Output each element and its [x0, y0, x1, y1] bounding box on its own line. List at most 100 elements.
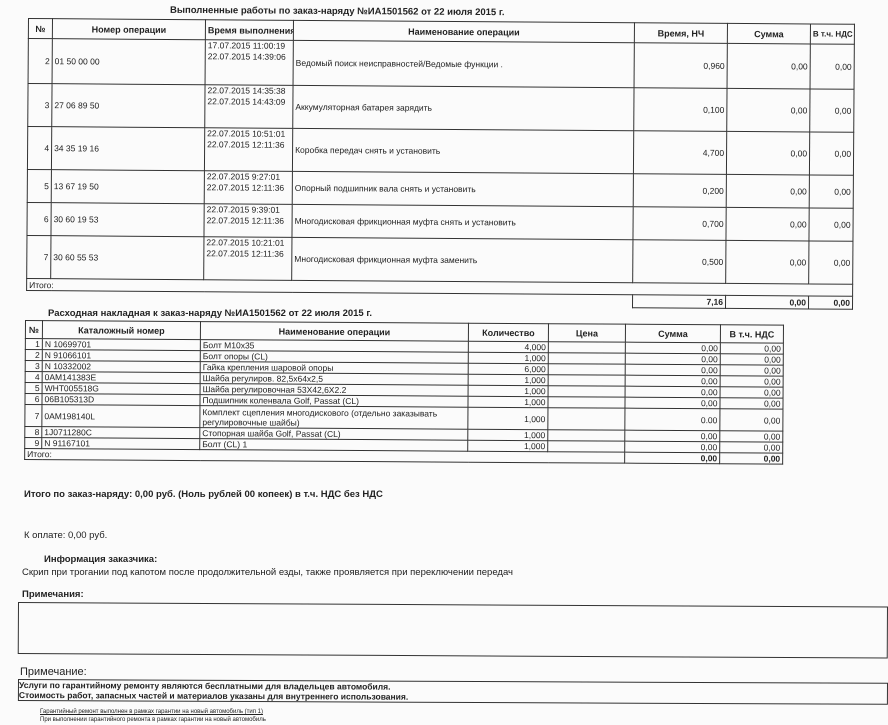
catalog-number: N 91167101 — [41, 437, 200, 450]
sum: 0,00 — [625, 364, 721, 376]
row-number: 4 — [25, 371, 43, 383]
row-number: 6 — [26, 202, 52, 236]
catalog-number: 0AM141383E — [42, 371, 201, 384]
price — [548, 385, 626, 398]
sum: 0,00 — [727, 43, 811, 89]
vat: 0,00 — [720, 375, 784, 388]
operation-code: 01 50 00 00 — [52, 38, 206, 85]
header-vat: В т.ч. НДС — [720, 324, 784, 344]
vat: 0,00 — [809, 174, 854, 209]
row-number: 4 — [27, 126, 52, 170]
sum: 0,00 — [625, 386, 721, 398]
vat: 0,00 — [720, 342, 784, 355]
parts-total-vat: 0,00 — [719, 452, 783, 465]
sum: 0.00 — [624, 408, 720, 431]
hours: 0,200 — [633, 173, 727, 208]
row-number: 2 — [25, 349, 43, 361]
header-vat: В т.ч. НДС — [810, 23, 855, 45]
price — [548, 352, 626, 365]
header-number: № — [28, 18, 53, 39]
part-name: Стопорная шайба Golf, Passat (CL) — [199, 427, 468, 441]
exec-time: 22.07.2015 10:51:01 22.07.2015 12:11:36 — [204, 127, 293, 172]
exec-time: 22.07.2015 14:35:38 22.07.2015 14:43:09 — [204, 84, 294, 129]
works-total-sum: 0,00 — [725, 295, 809, 309]
exec-time: 22.07.2015 10:21:01 22.07.2015 12:11:36 — [203, 236, 292, 281]
row-number: 1 — [25, 338, 43, 350]
row-number: 7 — [26, 235, 51, 279]
works-table: № Номер операции Время выполнения Наимен… — [26, 18, 855, 310]
quantity: 1,000 — [467, 440, 548, 452]
row-number: 6 — [24, 393, 43, 405]
catalog-number: 0AM198140L — [41, 404, 200, 428]
price — [548, 341, 626, 354]
catalog-number: N 10699701 — [42, 338, 201, 351]
header-sum: Сумма — [625, 324, 721, 343]
header-hours: Время, НЧ — [634, 22, 728, 44]
vat: 0,00 — [809, 88, 855, 133]
sum: 0,00 — [725, 207, 810, 241]
row-number: 9 — [24, 437, 42, 449]
header-catalog-number: Каталожный номер — [42, 320, 201, 340]
vat: 0,00 — [719, 408, 783, 432]
hours: 0,700 — [632, 206, 727, 241]
note-label: Примечание: — [20, 666, 87, 678]
vat: 0,00 — [719, 441, 783, 454]
sum: 0,00 — [625, 353, 721, 365]
hours: 0,960 — [634, 42, 728, 89]
order-total: Итого по заказ-наряду: 0,00 руб. (Ноль р… — [24, 489, 383, 500]
row-number: 5 — [27, 169, 52, 203]
price — [547, 396, 626, 409]
catalog-number: WHT005518G — [42, 382, 201, 395]
row-number: 2 — [28, 38, 53, 84]
row-number: 3 — [27, 83, 53, 127]
part-name: Болт (CL) 1 — [199, 438, 468, 452]
works-row: 4 34 35 19 16 22.07.2015 10:51:01 22.07.20… — [27, 126, 854, 176]
quantity: 1,000 — [467, 429, 548, 441]
catalog-number: 06B105313D — [41, 393, 201, 406]
part-name: Шайба регулиров. 82,5x64x2,5 — [200, 372, 469, 386]
header-exec-time: Время выполнения — [205, 19, 294, 41]
row-number: 5 — [25, 382, 43, 394]
row-number: 8 — [24, 426, 42, 438]
parts-title: Расходная накладная к заказ-наряду №ИА15… — [48, 308, 373, 319]
to-pay: К оплате: 0,00 руб. — [24, 530, 108, 541]
header-operation-name: Наименование операции — [293, 20, 635, 43]
part-name: Шайба регулировочная 53X42,6X2.2 — [200, 383, 469, 397]
header-sum: Сумма — [727, 23, 811, 44]
catalog-number: 1J0711280C — [41, 426, 200, 439]
part-name: Гайка крепления шаровой опоры — [200, 361, 469, 375]
operation-name: Многодисковая фрикционная муфта заменить — [291, 237, 633, 283]
header-operation-name: Наименование операции — [200, 321, 469, 342]
price — [547, 440, 625, 453]
sum: 0,00 — [726, 131, 810, 175]
sum: 0,00 — [624, 397, 721, 409]
operation-name: Ведомый поиск неисправностей/Ведомые фун… — [293, 40, 635, 88]
quantity: 1,000 — [467, 407, 548, 430]
price — [547, 429, 625, 442]
footer-line-2: При выполнении гарантийного ремонта в ра… — [40, 717, 266, 723]
sum: 0,00 — [625, 375, 721, 387]
customer-info-label: Информация заказчика: — [44, 554, 158, 565]
price — [547, 407, 625, 431]
hours: 0,100 — [633, 87, 728, 132]
operation-code: 34 35 19 16 — [51, 126, 205, 171]
quantity: 1,000 — [468, 374, 549, 386]
vat: 0,00 — [719, 397, 784, 410]
works-title: Выполненные работы по заказ-наряду №ИА15… — [169, 4, 505, 19]
note-box: Услуги по гарантийному ремонту являются … — [17, 679, 888, 705]
works-total-hours: 7,16 — [632, 294, 726, 309]
remarks-label: Примечания: — [22, 589, 84, 600]
vat: 0,00 — [809, 131, 854, 176]
parts-total-sum: 0,00 — [624, 452, 720, 464]
operation-code: 27 06 89 50 — [51, 83, 206, 128]
exec-time: 22.07.2015 9:39:01 22.07.2015 12:11:36 — [203, 203, 293, 238]
catalog-number: N 10332002 — [42, 360, 201, 373]
quantity: 6,000 — [468, 363, 549, 375]
quantity: 4,000 — [468, 341, 549, 353]
vat: 0,00 — [720, 364, 784, 377]
header-operation-code: Номер операции — [52, 18, 206, 40]
price — [548, 374, 626, 387]
sum: 0,00 — [726, 88, 811, 132]
catalog-number: N 91066101 — [42, 349, 201, 362]
